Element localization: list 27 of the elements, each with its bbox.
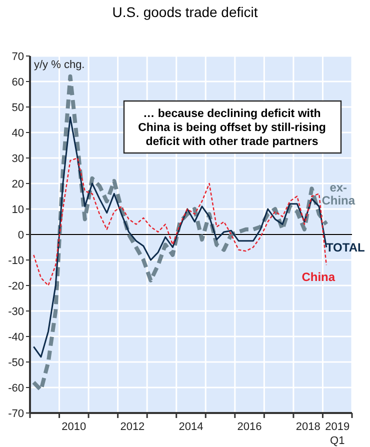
- y-axis-title: y/y % chg.: [34, 59, 85, 71]
- series-label: ex-China: [322, 180, 356, 208]
- x-tick-label: 2014: [178, 421, 204, 433]
- x-tick-label: 2010: [62, 421, 86, 433]
- y-tick-label: -30: [8, 306, 24, 318]
- x-tick-label: 2016: [237, 421, 262, 433]
- x-tick-label: 2012: [120, 421, 145, 433]
- x-tick-label: 2018: [296, 421, 320, 433]
- x-tick-label: 2019 Q1: [325, 421, 350, 447]
- y-tick-label: 10: [12, 204, 24, 216]
- y-tick-label: -10: [8, 254, 24, 267]
- chart-title: U.S. goods trade deficit: [112, 4, 258, 20]
- y-tick-label: 0: [18, 229, 24, 242]
- y-tick-label: 40: [12, 127, 24, 140]
- y-tick-label: -70: [8, 408, 24, 420]
- series-label: China: [302, 270, 336, 284]
- annotation: … because declining deficit with China is being offset by still-rising deficit with other trade partners: [138, 108, 326, 148]
- y-tick-label: -20: [8, 280, 24, 292]
- y-tick-label: -40: [8, 331, 24, 344]
- y-tick-label: 60: [12, 76, 24, 88]
- y-tick-label: 30: [12, 152, 24, 165]
- y-tick-label: 50: [12, 102, 24, 114]
- y-tick-label: 20: [12, 178, 24, 190]
- y-tick-label: -60: [8, 382, 24, 394]
- series-label: TOTAL: [326, 240, 365, 254]
- y-tick-label: -50: [8, 356, 24, 369]
- y-tick-label: 70: [12, 50, 24, 63]
